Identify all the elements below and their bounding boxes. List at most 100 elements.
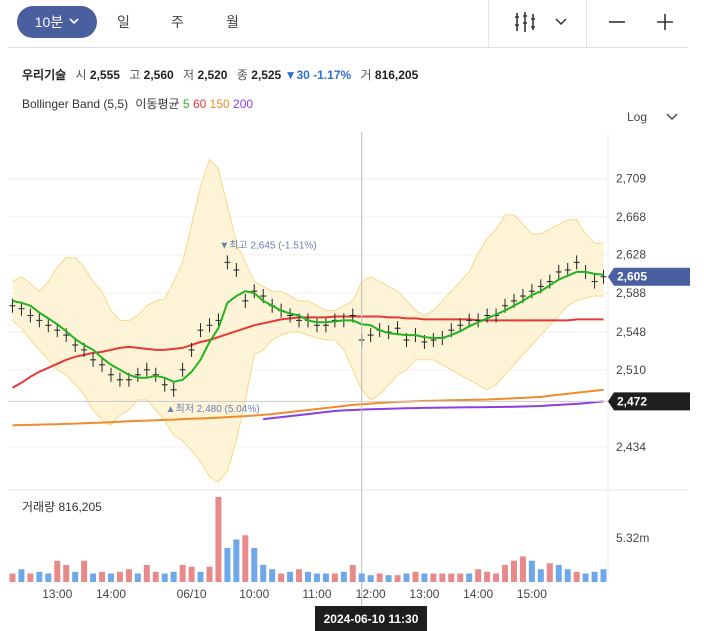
volume-bar bbox=[394, 575, 401, 582]
bollinger-label[interactable]: Bollinger Band (5,5) bbox=[22, 97, 129, 111]
volume-bar bbox=[376, 573, 383, 582]
volume-panel-label: 거래량 816,205 bbox=[22, 500, 102, 514]
minus-icon bbox=[609, 21, 625, 23]
high-value: 2,560 bbox=[143, 68, 174, 82]
tab-day[interactable]: 일 bbox=[117, 14, 130, 30]
stock-name: 우리기술 bbox=[22, 68, 67, 82]
volume-bar bbox=[9, 573, 16, 582]
volume-bar bbox=[322, 573, 329, 582]
volume-bar bbox=[519, 556, 526, 582]
volume-bar bbox=[582, 573, 589, 582]
low-annotation: ▲최저 2,480 (5.04%) bbox=[166, 403, 260, 415]
toolbar-divider bbox=[488, 0, 489, 47]
volume-bar bbox=[278, 573, 285, 582]
chevron-down-icon bbox=[69, 18, 79, 25]
volume-tick-label: 5.32m bbox=[616, 531, 649, 545]
volume-bar bbox=[72, 571, 79, 582]
quote-summary: 우리기술 시 2,555 고 2,560 저 2,520 종 2,525 ▼30… bbox=[22, 66, 418, 83]
top-toolbar: 10분 일 주 월 bbox=[0, 0, 704, 48]
bollinger-lower-line bbox=[12, 295, 604, 483]
close-value: 2,525 bbox=[251, 68, 282, 82]
volume-bar bbox=[403, 573, 410, 582]
zoom-out-button[interactable] bbox=[604, 8, 630, 36]
chevron-down-icon bbox=[666, 113, 678, 120]
tab-10min-label: 10분 bbox=[34, 14, 64, 30]
volume-bar bbox=[116, 571, 123, 582]
volume-bar bbox=[349, 565, 356, 582]
tab-month[interactable]: 월 bbox=[226, 14, 239, 30]
x-tick-label: 14:00 bbox=[463, 587, 493, 601]
toolbar-divider bbox=[586, 0, 587, 47]
volume-bar bbox=[475, 569, 482, 582]
volume-bar bbox=[197, 571, 204, 582]
tab-week[interactable]: 주 bbox=[171, 14, 184, 30]
volume-bar bbox=[18, 569, 25, 582]
zoom-in-button[interactable] bbox=[652, 8, 678, 36]
indicator-legend: Bollinger Band (5,5) 이동평균 5 60 150 200 bbox=[22, 95, 253, 112]
volume-bar bbox=[215, 497, 222, 582]
tab-10min[interactable]: 10분 bbox=[17, 6, 97, 38]
volume-bar bbox=[63, 565, 70, 582]
volume-bar bbox=[143, 565, 150, 582]
y-tick-label: 2,434 bbox=[616, 440, 646, 454]
volume-bar bbox=[54, 560, 61, 582]
volume-bar bbox=[188, 566, 195, 582]
volume-bar bbox=[152, 571, 159, 582]
x-tick-label: 13:00 bbox=[409, 587, 439, 601]
chart-type-button[interactable] bbox=[505, 8, 575, 36]
volume-bar bbox=[260, 565, 267, 582]
ma5-label: 5 bbox=[182, 97, 190, 111]
x-tick-label: 14:00 bbox=[96, 587, 126, 601]
scale-selector[interactable]: Log bbox=[627, 110, 678, 124]
ma200-line bbox=[263, 400, 604, 421]
volume-bar bbox=[564, 569, 571, 582]
volume-bar bbox=[546, 563, 553, 582]
volume-bar bbox=[170, 571, 177, 582]
volume-bar bbox=[125, 569, 132, 582]
crosshair-price-badge: 2,472 bbox=[617, 394, 647, 408]
volume-bar bbox=[493, 573, 500, 582]
high-label: 고 bbox=[129, 68, 141, 82]
x-tick-label: 13:00 bbox=[42, 587, 72, 601]
volume-bar bbox=[45, 573, 52, 582]
volume-bar bbox=[296, 569, 303, 582]
ma200-label: 200 bbox=[233, 97, 254, 111]
volume-bar bbox=[27, 573, 34, 582]
toolbar-divider bbox=[8, 47, 688, 48]
ma60-label: 60 bbox=[192, 97, 207, 111]
chevron-down-icon bbox=[555, 18, 567, 26]
volume-bar bbox=[90, 573, 97, 582]
volume-bar bbox=[269, 569, 276, 582]
open-label: 시 bbox=[75, 68, 87, 82]
candlestick-icon bbox=[515, 12, 535, 32]
volume-bar bbox=[242, 535, 249, 582]
volume-bar bbox=[591, 571, 598, 582]
volume-bar bbox=[528, 560, 535, 582]
y-tick-label: 2,588 bbox=[616, 286, 646, 300]
plus-icon bbox=[657, 14, 673, 30]
close-label: 종 bbox=[236, 68, 248, 82]
volume-bar bbox=[233, 539, 240, 582]
ma-label[interactable]: 이동평균 bbox=[135, 97, 180, 111]
volume-bar bbox=[340, 571, 347, 582]
y-tick-label: 2,628 bbox=[616, 248, 646, 262]
x-tick-label: 10:00 bbox=[239, 587, 269, 601]
ma150-label: 150 bbox=[209, 97, 230, 111]
volume-bar bbox=[367, 575, 374, 582]
open-value: 2,555 bbox=[89, 68, 120, 82]
volume-bar bbox=[331, 573, 338, 582]
volume-bar bbox=[206, 566, 213, 582]
last-price-badge: 2,605 bbox=[617, 270, 647, 284]
volume-bar bbox=[502, 565, 509, 582]
volume-bar bbox=[385, 575, 392, 582]
low-label: 저 bbox=[183, 68, 195, 82]
crosshair-time-badge: 2024-06-10 11:30 bbox=[315, 606, 427, 631]
volume-bar bbox=[448, 573, 455, 582]
volume-value: 816,205 bbox=[374, 68, 419, 82]
volume-bar bbox=[600, 569, 607, 582]
volume-bar bbox=[251, 548, 258, 582]
crosshair-price-badge-bg bbox=[608, 392, 690, 411]
low-value: 2,520 bbox=[197, 68, 228, 82]
y-tick-label: 2,709 bbox=[616, 172, 646, 186]
